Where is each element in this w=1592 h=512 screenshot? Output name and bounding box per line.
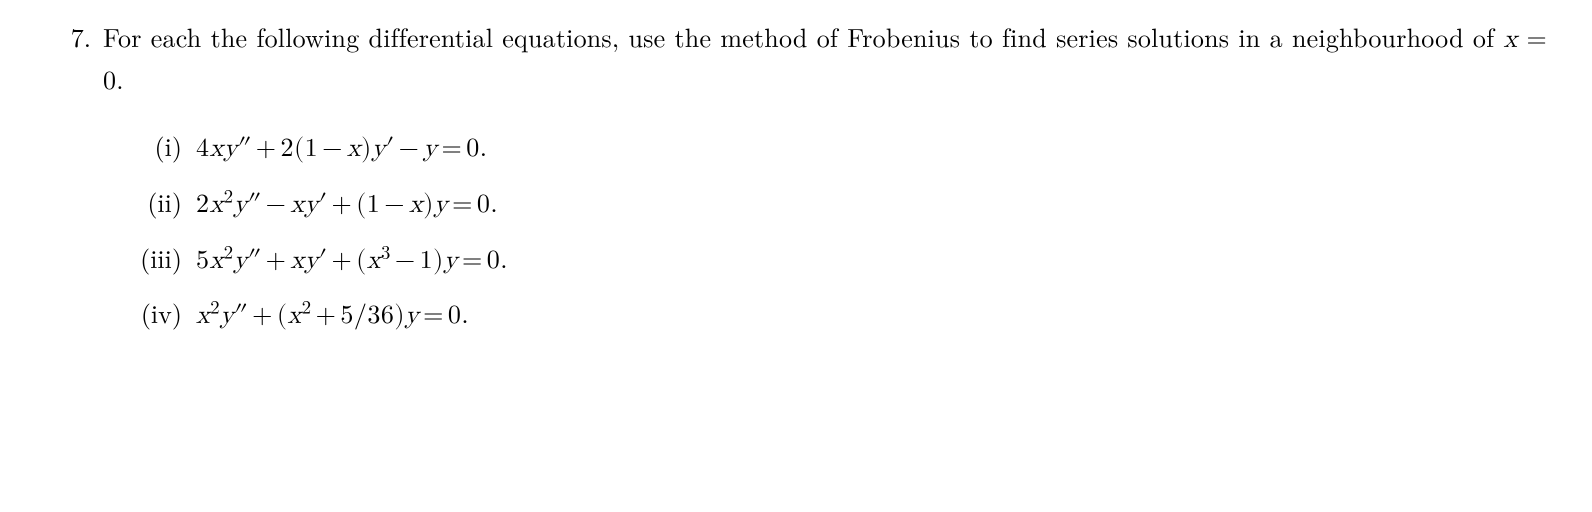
- problem-statement: For each the following differential equa…: [103, 18, 1547, 97]
- subpart-iii: (iii) 5x2y″+xy′+(x3−1)y=0.: [128, 239, 1547, 281]
- subpart-i: (i) 4xy″+2(1−x)y′−y=0.: [128, 127, 1547, 169]
- subpart-iv: (iv) x2y″+(x2+5/36)y=0.: [128, 294, 1547, 336]
- problem-7: 7. For each the following differential e…: [55, 18, 1547, 350]
- problem-body: For each the following differential equa…: [103, 18, 1547, 350]
- subpart-label: (iv): [128, 294, 196, 332]
- equation-ii: 2x2y″−xy′+(1−x)y=0.: [196, 187, 498, 225]
- subpart-label: (i): [128, 127, 196, 165]
- subpart-label: (ii): [128, 183, 196, 221]
- problem-text-prefix: For each the following differential equa…: [103, 18, 1503, 55]
- equation-iv: x2y″+(x2+5/36)y=0.: [196, 298, 469, 336]
- equation-iii: 5x2y″+xy′+(x3−1)y=0.: [196, 243, 508, 281]
- problem-text-var: x: [1503, 27, 1517, 53]
- problem-number: 7.: [55, 18, 103, 56]
- equation-i: 4xy″+2(1−x)y′−y=0.: [196, 131, 488, 169]
- subpart-ii: (ii) 2x2y″−xy′+(1−x)y=0.: [128, 183, 1547, 225]
- subparts-list: (i) 4xy″+2(1−x)y′−y=0. (ii) 2x2y″−xy′+(1…: [103, 127, 1547, 336]
- subpart-label: (iii): [128, 239, 196, 277]
